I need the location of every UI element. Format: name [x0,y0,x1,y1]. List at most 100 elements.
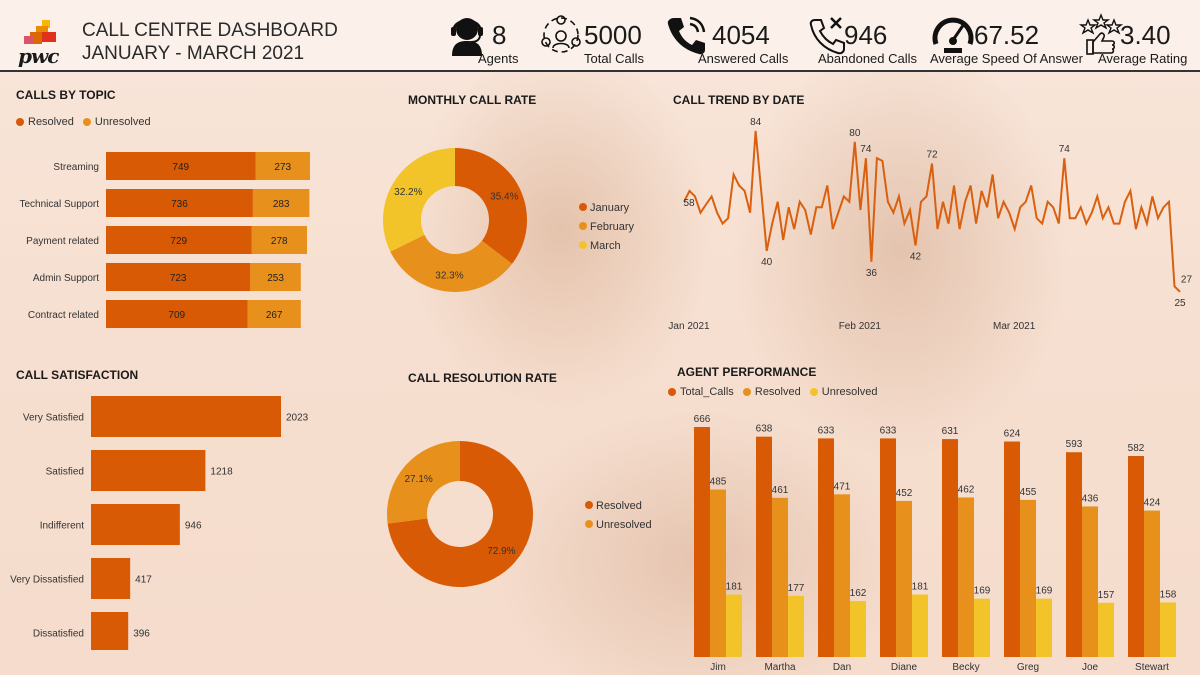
data-label: 638 [756,424,773,435]
data-label: 461 [772,485,789,496]
bar-unresolved [1098,602,1114,657]
bar-unresolved [1160,602,1176,657]
speedometer-icon [932,17,974,53]
bar-resolved [958,497,974,657]
slice-label: 32.2% [394,187,422,198]
call-resolution-rate-title: CALL RESOLUTION RATE [408,371,557,385]
data-label: 946 [185,521,202,532]
legend-dot [585,520,593,528]
slice-label: 32.3% [435,271,463,282]
data-label: 633 [818,425,835,436]
people-network-icon [541,15,581,53]
data-label: 283 [273,199,290,210]
calls-by-topic-legend: Resolved Unresolved [16,116,157,128]
phone-icon [667,16,706,55]
data-label: 593 [1066,439,1083,450]
kpi-label: Average Speed Of Answer [930,51,1083,66]
category-label: Dan [833,662,851,673]
data-label: 253 [267,273,284,284]
category-label: Indifferent [40,521,85,532]
kpi-value: 3.40 [1120,20,1171,50]
bar-unresolved [255,152,310,180]
bar-resolved [1082,506,1098,657]
bar-total_calls [694,427,710,657]
data-label: 485 [710,477,727,488]
legend-dot [579,241,587,249]
legend-dot [585,501,593,509]
point-label: 72 [926,150,938,161]
data-label: 181 [726,581,743,592]
kpi-label: Average Rating [1098,51,1188,66]
data-label: 624 [1004,429,1021,440]
agent-performance-title: AGENT PERFORMANCE [677,365,817,379]
bar-total_calls [942,439,958,657]
category-label: Martha [764,662,796,673]
bar-resolved [710,489,726,657]
category-label: Jim [710,662,726,673]
category-label: Very Satisfied [23,413,84,424]
bar-resolved [772,497,788,657]
bar-total_calls [1066,452,1082,657]
data-label: 723 [170,273,187,284]
category-label: Very Dissatisfied [10,575,84,586]
dashboard-period: JANUARY - MARCH 2021 [82,43,305,64]
data-label: 633 [880,425,897,436]
agent-performance-chart: 666 485 181 Jim 638 461 177 Martha 633 471 162 Dan 6… [694,414,1177,673]
data-label: 471 [834,481,851,492]
call-trend-title: CALL TREND BY DATE [673,93,805,107]
legend-item-unresolved: Unresolved [82,116,151,128]
call-trend-chart: 58 84 40 80 74 36 42 72 74 25 27 Jan 2021 Feb 2021 Ma… [668,117,1193,332]
bar-unresolved [726,594,742,657]
bar-unresolved [252,189,310,217]
legend-dot [579,203,587,211]
bar-resolved [106,152,256,180]
kpi-label: Agents [478,51,519,66]
monthly-call-rate-chart: 35.4% 32.3% 32.2% January February March [383,148,635,292]
trend-line [683,130,1181,293]
month-slice [455,148,527,264]
pwc-logo: pwc [14,20,64,68]
data-label: 162 [850,588,867,599]
bar [91,612,129,650]
data-label: 169 [974,586,991,597]
data-label: 278 [271,236,288,247]
bar-resolved [1020,499,1036,657]
data-label: 666 [694,414,711,425]
bar-total_calls [1128,456,1144,657]
bar-resolved [106,263,251,291]
category-label: Contract related [28,310,99,321]
bar-unresolved [1036,598,1052,657]
kpi-average-speed-of-answer: 67.52 Average Speed Of Answer [930,8,1083,68]
category-label: Payment related [26,236,99,247]
call-satisfaction-chart: Very Satisfied 2023 Satisfied 1218 Indiffere… [10,396,309,650]
data-label: 267 [266,310,283,321]
data-label: 749 [172,162,189,173]
calls-by-topic-title: CALLS BY TOPIC [16,88,116,102]
legend-label: January [590,202,630,214]
data-label: 462 [958,484,975,495]
point-label: 27 [1181,274,1193,285]
point-label: 40 [761,257,773,268]
legend-dot [579,222,587,230]
data-label: 736 [171,199,188,210]
month-slice [390,234,513,292]
x-tick-label: Jan 2021 [668,321,710,332]
kpi-value: 8 [492,20,507,50]
slice-label: 72.9% [487,546,515,557]
data-label: 729 [170,236,187,247]
bar-unresolved [850,601,866,657]
kpi-agents: 8 Agents [444,8,524,68]
dashboard-title: CALL CENTRE DASHBOARD [82,20,338,41]
bar-resolved [106,226,252,254]
kpi-value: 946 [844,20,888,50]
data-label: 582 [1128,443,1145,454]
dashboard-header: pwc CALL CENTRE DASHBOARD JANUARY - MARC… [0,0,1200,72]
agent-performance-legend: Total_Calls Resolved Unresolved [668,386,883,398]
kpi-label: Answered Calls [698,51,789,66]
point-label: 80 [849,128,861,139]
thumbs-up-stars-icon [1078,13,1124,55]
category-label: Dissatisfied [33,629,84,640]
point-label: 25 [1174,298,1186,309]
kpi-value: 4054 [712,20,770,50]
x-tick-label: Feb 2021 [839,321,882,332]
